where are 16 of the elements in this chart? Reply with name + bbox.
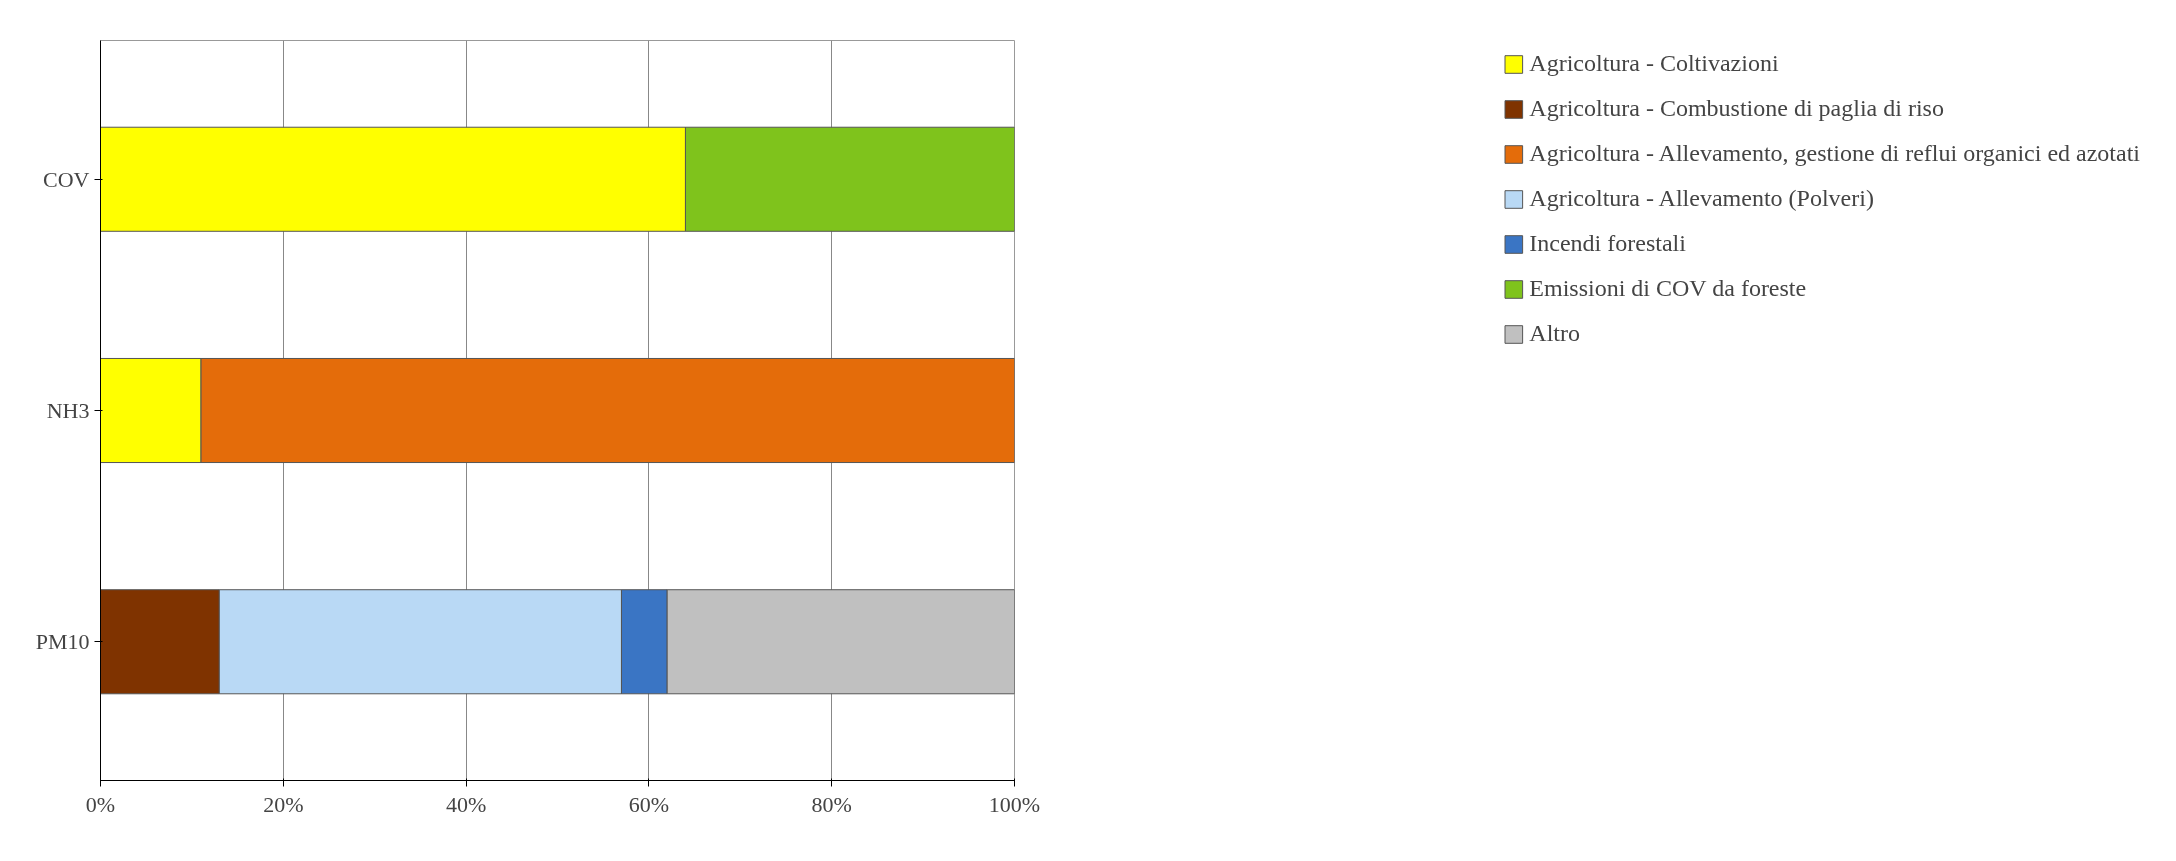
x-tick-label: 80%	[811, 791, 852, 817]
x-tick-label: 100%	[988, 791, 1041, 817]
x-tick-label: 0%	[85, 791, 116, 817]
x-tick-label: 40%	[445, 791, 487, 817]
legend-label: Altro	[1529, 320, 1580, 347]
legend-label: Emissioni di COV da foreste	[1529, 275, 1807, 302]
y-tick-label: COV	[43, 166, 90, 192]
legend-label: Agricoltura - Allevamento, gestione di reflui organici ed azotati	[1529, 140, 2140, 167]
legend-label: Incendi forestali	[1529, 230, 1686, 257]
x-tick-label: 20%	[263, 791, 304, 817]
legend-label: Agricoltura - Allevamento (Polveri)	[1529, 185, 1874, 212]
y-tick-label: PM10	[35, 629, 90, 655]
legend-label: Agricoltura - Coltivazioni	[1529, 50, 1779, 77]
y-tick-label: NH3	[46, 398, 90, 423]
x-tick-label: 60%	[628, 791, 670, 817]
legend-label: Agricoltura - Combustione di paglia di riso	[1529, 95, 1944, 122]
